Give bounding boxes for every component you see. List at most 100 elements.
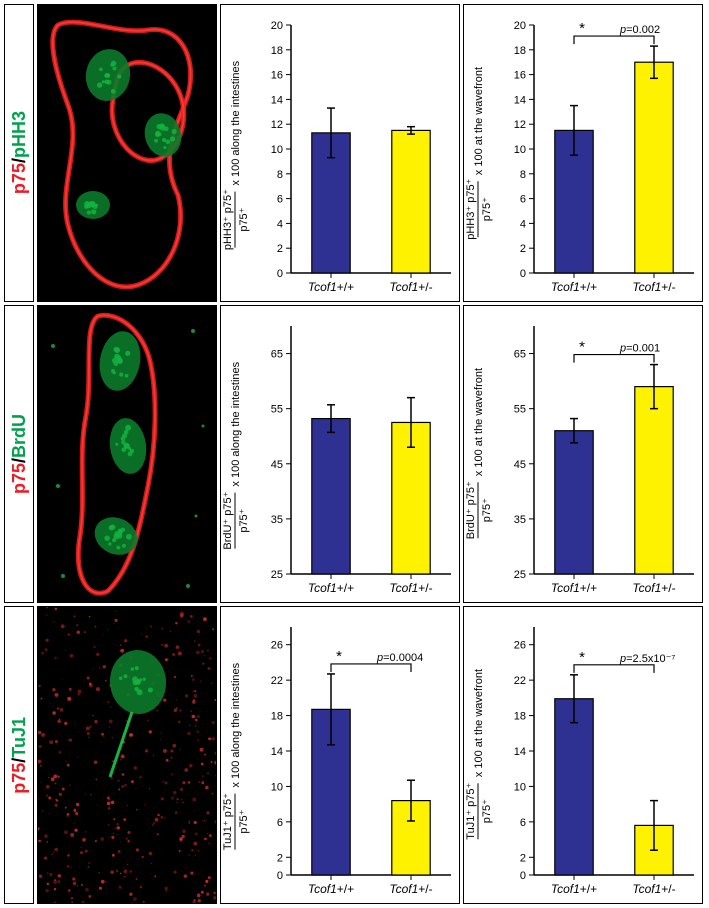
svg-text:2: 2 [520,243,526,255]
svg-text:10: 10 [514,781,526,793]
svg-text:45: 45 [514,459,526,471]
row-label: p75/BrdU [4,305,34,603]
svg-text:Tcof1+/-: Tcof1+/- [389,581,432,595]
chart-intestines: pHH3⁺ p75⁺ p75⁺ x 100 along the intestines… [220,4,460,302]
chart-intestines: BrdU⁺ p75⁺ p75⁺ x 100 along the intestines… [220,305,460,603]
svg-text:TuJ1⁺ p75⁺: TuJ1⁺ p75⁺ [222,793,234,850]
micrograph [37,606,217,904]
svg-text:26: 26 [514,640,526,652]
row-label: p75/pHH3 [4,4,34,302]
svg-text:10: 10 [514,144,526,156]
svg-text:Tcof1+/+: Tcof1+/+ [551,581,597,595]
svg-text:pHH3⁺ p75⁺: pHH3⁺ p75⁺ [465,178,477,239]
svg-text:p=0.0004: p=0.0004 [376,652,423,664]
svg-text:Tcof1+/-: Tcof1+/- [389,882,432,896]
svg-text:p75⁺: p75⁺ [238,207,250,231]
svg-text:Tcof1+/+: Tcof1+/+ [308,581,354,595]
svg-text:18: 18 [271,45,283,57]
svg-text:p75⁺: p75⁺ [481,498,493,522]
svg-text:p=0.002: p=0.002 [619,24,660,36]
svg-text:12: 12 [514,119,526,131]
svg-text:35: 35 [271,514,283,526]
svg-text:0: 0 [277,870,283,882]
svg-text:*: * [579,20,585,37]
svg-text:55: 55 [514,404,526,416]
svg-text:x 100 at the wavefront: x 100 at the wavefront [473,368,485,476]
svg-text:p75⁺: p75⁺ [238,508,250,532]
svg-text:Tcof1+/-: Tcof1+/- [389,280,432,294]
svg-text:2: 2 [277,243,283,255]
svg-text:18: 18 [271,711,283,723]
label-red: p75 [9,164,29,195]
svg-text:x 100 at the wavefront: x 100 at the wavefront [473,67,485,175]
svg-text:0: 0 [277,268,283,280]
svg-text:14: 14 [514,94,526,106]
chart-wavefront: pHH3⁺ p75⁺ p75⁺ x 100 at the wavefront 0 2 4 6… [463,4,703,302]
svg-text:p75⁺: p75⁺ [238,809,250,833]
svg-text:x 100 along the intestines: x 100 along the intestines [230,60,242,185]
svg-text:p=0.001: p=0.001 [619,343,660,355]
svg-text:BrdU⁺ p75⁺: BrdU⁺ p75⁺ [222,491,234,549]
row-label: p75/TuJ1 [4,606,34,904]
svg-text:2: 2 [520,852,526,864]
svg-text:Tcof1+/-: Tcof1+/- [632,882,675,896]
svg-text:22: 22 [271,675,283,687]
svg-text:Tcof1+/+: Tcof1+/+ [551,280,597,294]
svg-text:*: * [336,648,342,665]
svg-text:14: 14 [271,746,283,758]
svg-text:6: 6 [520,194,526,206]
svg-text:p75⁺: p75⁺ [481,799,493,823]
svg-text:TuJ1⁺ p75⁺: TuJ1⁺ p75⁺ [465,782,477,839]
svg-text:6: 6 [520,817,526,829]
svg-text:35: 35 [514,514,526,526]
svg-text:Tcof1+/+: Tcof1+/+ [308,882,354,896]
svg-text:0: 0 [520,268,526,280]
svg-text:x 100 at the wavefront: x 100 at the wavefront [473,669,485,777]
svg-text:12: 12 [271,119,283,131]
svg-text:45: 45 [271,459,283,471]
svg-text:Tcof1+/-: Tcof1+/- [632,581,675,595]
svg-text:20: 20 [271,20,283,32]
label-green: TuJ1 [9,717,29,758]
svg-text:*: * [579,649,585,666]
svg-text:4: 4 [277,218,283,230]
svg-text:p75⁺: p75⁺ [481,197,493,221]
micrograph [37,305,217,603]
svg-text:22: 22 [514,675,526,687]
chart-wavefront: BrdU⁺ p75⁺ p75⁺ x 100 at the wavefront 25 35… [463,305,703,603]
label-green: pHH3 [9,111,29,158]
svg-text:65: 65 [271,349,283,361]
svg-text:16: 16 [514,70,526,82]
svg-text:6: 6 [277,817,283,829]
svg-text:18: 18 [514,45,526,57]
label-red: p75 [9,463,29,494]
svg-text:Tcof1+/+: Tcof1+/+ [308,280,354,294]
svg-text:x 100 along the intestines: x 100 along the intestines [230,361,242,486]
svg-text:6: 6 [277,194,283,206]
svg-text:25: 25 [514,569,526,581]
svg-text:0: 0 [520,870,526,882]
svg-text:*: * [579,339,585,356]
svg-text:8: 8 [520,169,526,181]
svg-text:16: 16 [271,70,283,82]
svg-text:Tcof1+/+: Tcof1+/+ [551,882,597,896]
svg-text:x 100 along the intestines: x 100 along the intestines [230,662,242,787]
svg-text:BrdU⁺ p75⁺: BrdU⁺ p75⁺ [465,481,477,539]
svg-text:pHH3⁺ p75⁺: pHH3⁺ p75⁺ [222,189,234,250]
svg-text:10: 10 [271,781,283,793]
svg-text:26: 26 [271,640,283,652]
svg-text:18: 18 [514,711,526,723]
svg-text:8: 8 [277,169,283,181]
svg-text:2: 2 [277,852,283,864]
svg-text:14: 14 [271,94,283,106]
chart-intestines: TuJ1⁺ p75⁺ p75⁺ x 100 along the intestines… [220,606,460,904]
micrograph [37,4,217,302]
svg-text:p=2.5x10⁻⁷: p=2.5x10⁻⁷ [619,653,675,665]
svg-text:4: 4 [520,218,526,230]
label-red: p75 [9,762,29,793]
svg-text:25: 25 [271,569,283,581]
svg-text:55: 55 [271,404,283,416]
label-green: BrdU [9,414,29,458]
svg-text:Tcof1+/-: Tcof1+/- [632,280,675,294]
svg-text:20: 20 [514,20,526,32]
